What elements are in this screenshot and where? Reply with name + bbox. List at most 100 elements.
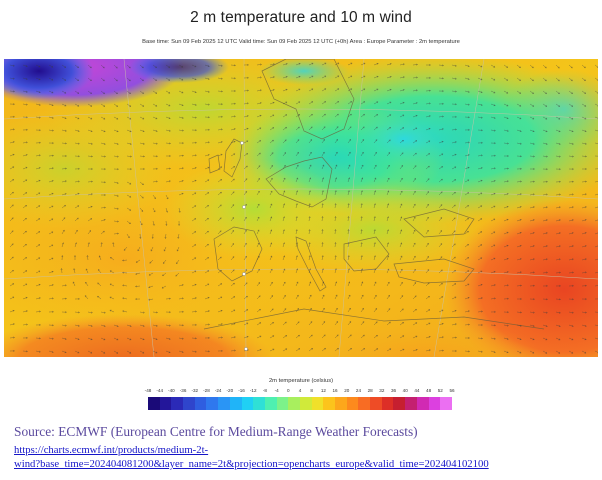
wind-arrow (61, 180, 67, 183)
wind-arrow-head (387, 229, 389, 232)
wind-arrow-head (168, 180, 171, 183)
wind-arrow-head (467, 310, 470, 313)
wind-arrow-head (115, 92, 118, 95)
wind-arrow (308, 308, 312, 313)
wind-arrow-head (221, 103, 223, 106)
wind-arrow-head (545, 104, 548, 107)
wind-arrow (503, 337, 509, 340)
wind-arrow (61, 64, 66, 68)
wind-arrow (412, 178, 416, 183)
legend-tick-label: 28 (367, 388, 373, 393)
wind-arrow (204, 205, 209, 209)
wind-arrow (256, 165, 261, 170)
wind-arrow-head (207, 296, 210, 299)
wind-arrow (87, 77, 92, 81)
wind-arrow (425, 128, 431, 131)
wind-arrow (269, 178, 273, 183)
wind-arrow-head (51, 116, 54, 119)
wind-arrow (126, 350, 132, 354)
wind-arrow-head (232, 256, 235, 259)
wind-arrow-head (162, 274, 165, 277)
source-link-line-2[interactable]: wind?base_time=202404081200&layer_name=2… (14, 458, 489, 470)
wind-arrow (100, 337, 106, 341)
wind-arrow-head (257, 190, 260, 193)
wind-arrow-head (546, 193, 548, 196)
wind-arrow (373, 139, 378, 144)
wind-arrow (22, 192, 27, 196)
wind-arrow (477, 167, 483, 170)
wind-arrow-head (584, 232, 587, 234)
wind-arrow-head (440, 269, 443, 272)
wind-arrow (204, 283, 210, 287)
wind-arrow-head (156, 167, 158, 170)
wind-arrow-head (311, 75, 314, 78)
wind-arrow (61, 337, 67, 340)
wind-arrow (451, 337, 457, 339)
wind-arrow-head (194, 297, 197, 300)
wind-arrow (373, 242, 376, 248)
wind-arrow-head (109, 296, 112, 299)
wind-arrow-head (233, 115, 236, 118)
legend-tick-label: 32 (379, 388, 385, 393)
wind-arrow (48, 103, 54, 106)
wind-arrow-head (52, 129, 54, 132)
wind-arrow (35, 218, 40, 222)
wind-arrow-head (64, 117, 67, 120)
wind-arrow (243, 153, 248, 157)
wind-arrow (412, 242, 416, 248)
wind-arrow-head (182, 310, 184, 313)
wind-arrow (269, 152, 274, 157)
wind-arrow-head (257, 216, 260, 219)
wind-arrow-head (415, 348, 418, 351)
legend-swatch (183, 397, 195, 410)
wind-arrow-head (415, 114, 418, 117)
scandinavia-cold-patch (259, 59, 349, 85)
wind-arrow-head (65, 297, 67, 300)
wind-arrow (321, 151, 325, 157)
wind-arrow-head (363, 101, 366, 104)
wind-arrow-head (270, 229, 273, 232)
wind-arrow-head (334, 268, 337, 271)
wind-arrow-head (453, 256, 456, 259)
wind-arrow (529, 90, 534, 94)
wind-arrow (399, 268, 403, 274)
wind-arrow (35, 205, 41, 209)
wind-arrow (152, 337, 158, 340)
wind-arrow (334, 164, 338, 170)
wind-arrow-head (272, 335, 275, 338)
wind-arrow (99, 255, 102, 261)
wind-arrow-head (52, 324, 54, 327)
wind-arrow (139, 103, 144, 107)
wind-arrow-head (285, 101, 288, 104)
wind-arrow (555, 311, 561, 314)
wind-arrow (295, 76, 301, 79)
wind-arrow (175, 272, 180, 277)
wind-arrow (373, 177, 377, 183)
wind-arrow (477, 192, 483, 196)
wind-arrow (48, 205, 54, 209)
wind-arrow-head (259, 89, 262, 92)
wind-arrow (542, 232, 548, 235)
wind-arrow (321, 242, 323, 248)
source-link-line-1[interactable]: https://charts.ecmwf.int/products/medium… (14, 444, 209, 456)
wind-arrow (152, 207, 156, 213)
wind-arrow-head (557, 66, 560, 69)
wind-arrow (542, 206, 548, 209)
wind-arrow-head (388, 152, 391, 155)
wind-arrow-head (232, 243, 235, 246)
wind-arrow-head (360, 203, 363, 206)
wind-arrow-head (376, 101, 379, 104)
wind-arrow (464, 297, 470, 300)
wind-arrow (191, 218, 196, 222)
wind-arrow-head (130, 155, 132, 158)
wind-arrow-head (585, 168, 587, 170)
wind-arrow (360, 294, 364, 300)
wind-arrow (568, 64, 573, 69)
wind-arrow-head (297, 139, 300, 142)
wind-arrow-head (414, 295, 417, 298)
wind-arrow (35, 284, 41, 287)
wind-arrow-head (73, 268, 76, 271)
wind-arrow-head (402, 322, 404, 324)
wind-arrow-head (520, 167, 522, 170)
wind-arrow-head (572, 298, 574, 301)
